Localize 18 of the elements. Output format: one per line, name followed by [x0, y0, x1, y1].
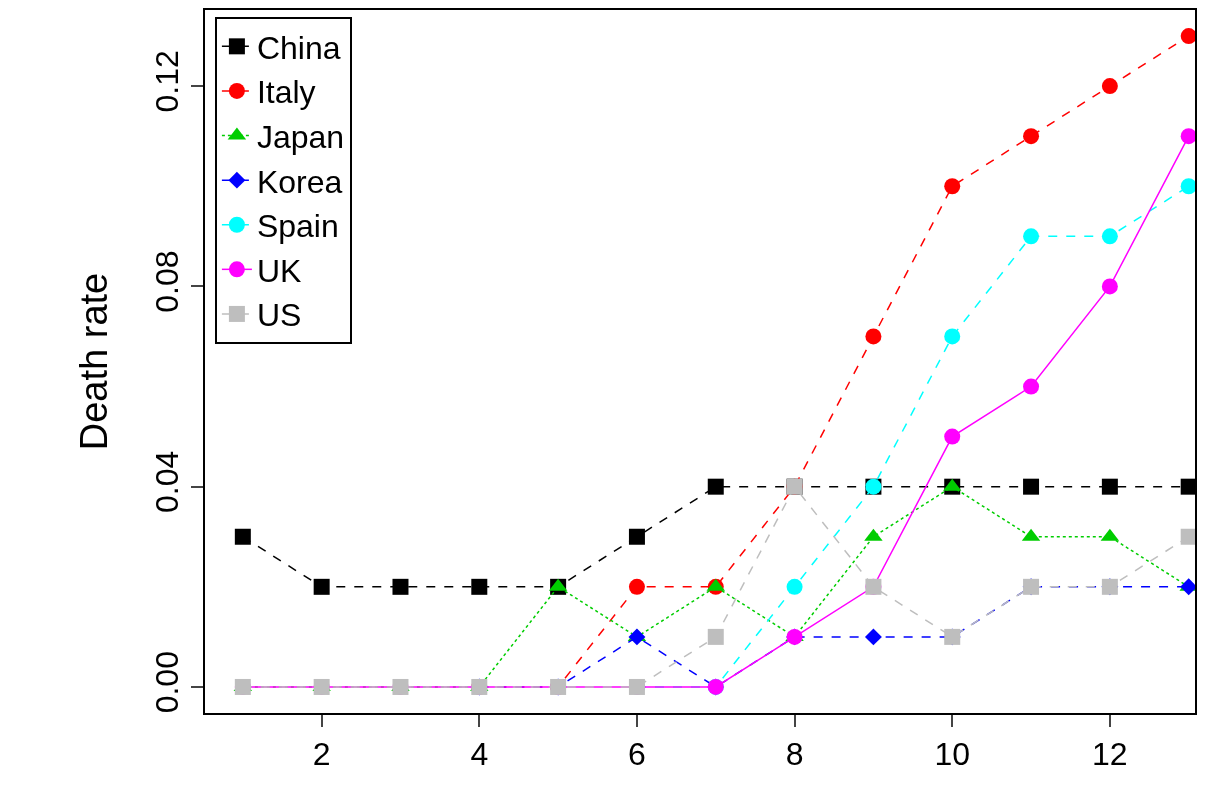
x-tick-label: 6 [628, 736, 646, 773]
legend-label: Italy [256, 74, 316, 111]
y-axis-title: Death rate [72, 272, 115, 451]
legend-label: Japan [256, 119, 345, 156]
y-tick-label: 0.00 [149, 651, 186, 714]
legend-label: US [256, 297, 302, 334]
y-tick-label: 0.08 [149, 250, 186, 313]
x-tick-label: 4 [470, 736, 489, 773]
legend-label: Spain [256, 208, 339, 245]
x-tick-label: 10 [934, 736, 971, 773]
x-tick-label: 8 [785, 736, 804, 773]
legend-label: Korea [256, 163, 343, 200]
x-tick-label: 2 [312, 736, 331, 773]
legend-label: UK [256, 252, 302, 289]
x-tick-label: 12 [1092, 736, 1128, 773]
y-tick-label: 0.04 [149, 450, 186, 514]
y-tick-label: 0.12 [149, 50, 186, 113]
legend-label: China [256, 29, 341, 66]
